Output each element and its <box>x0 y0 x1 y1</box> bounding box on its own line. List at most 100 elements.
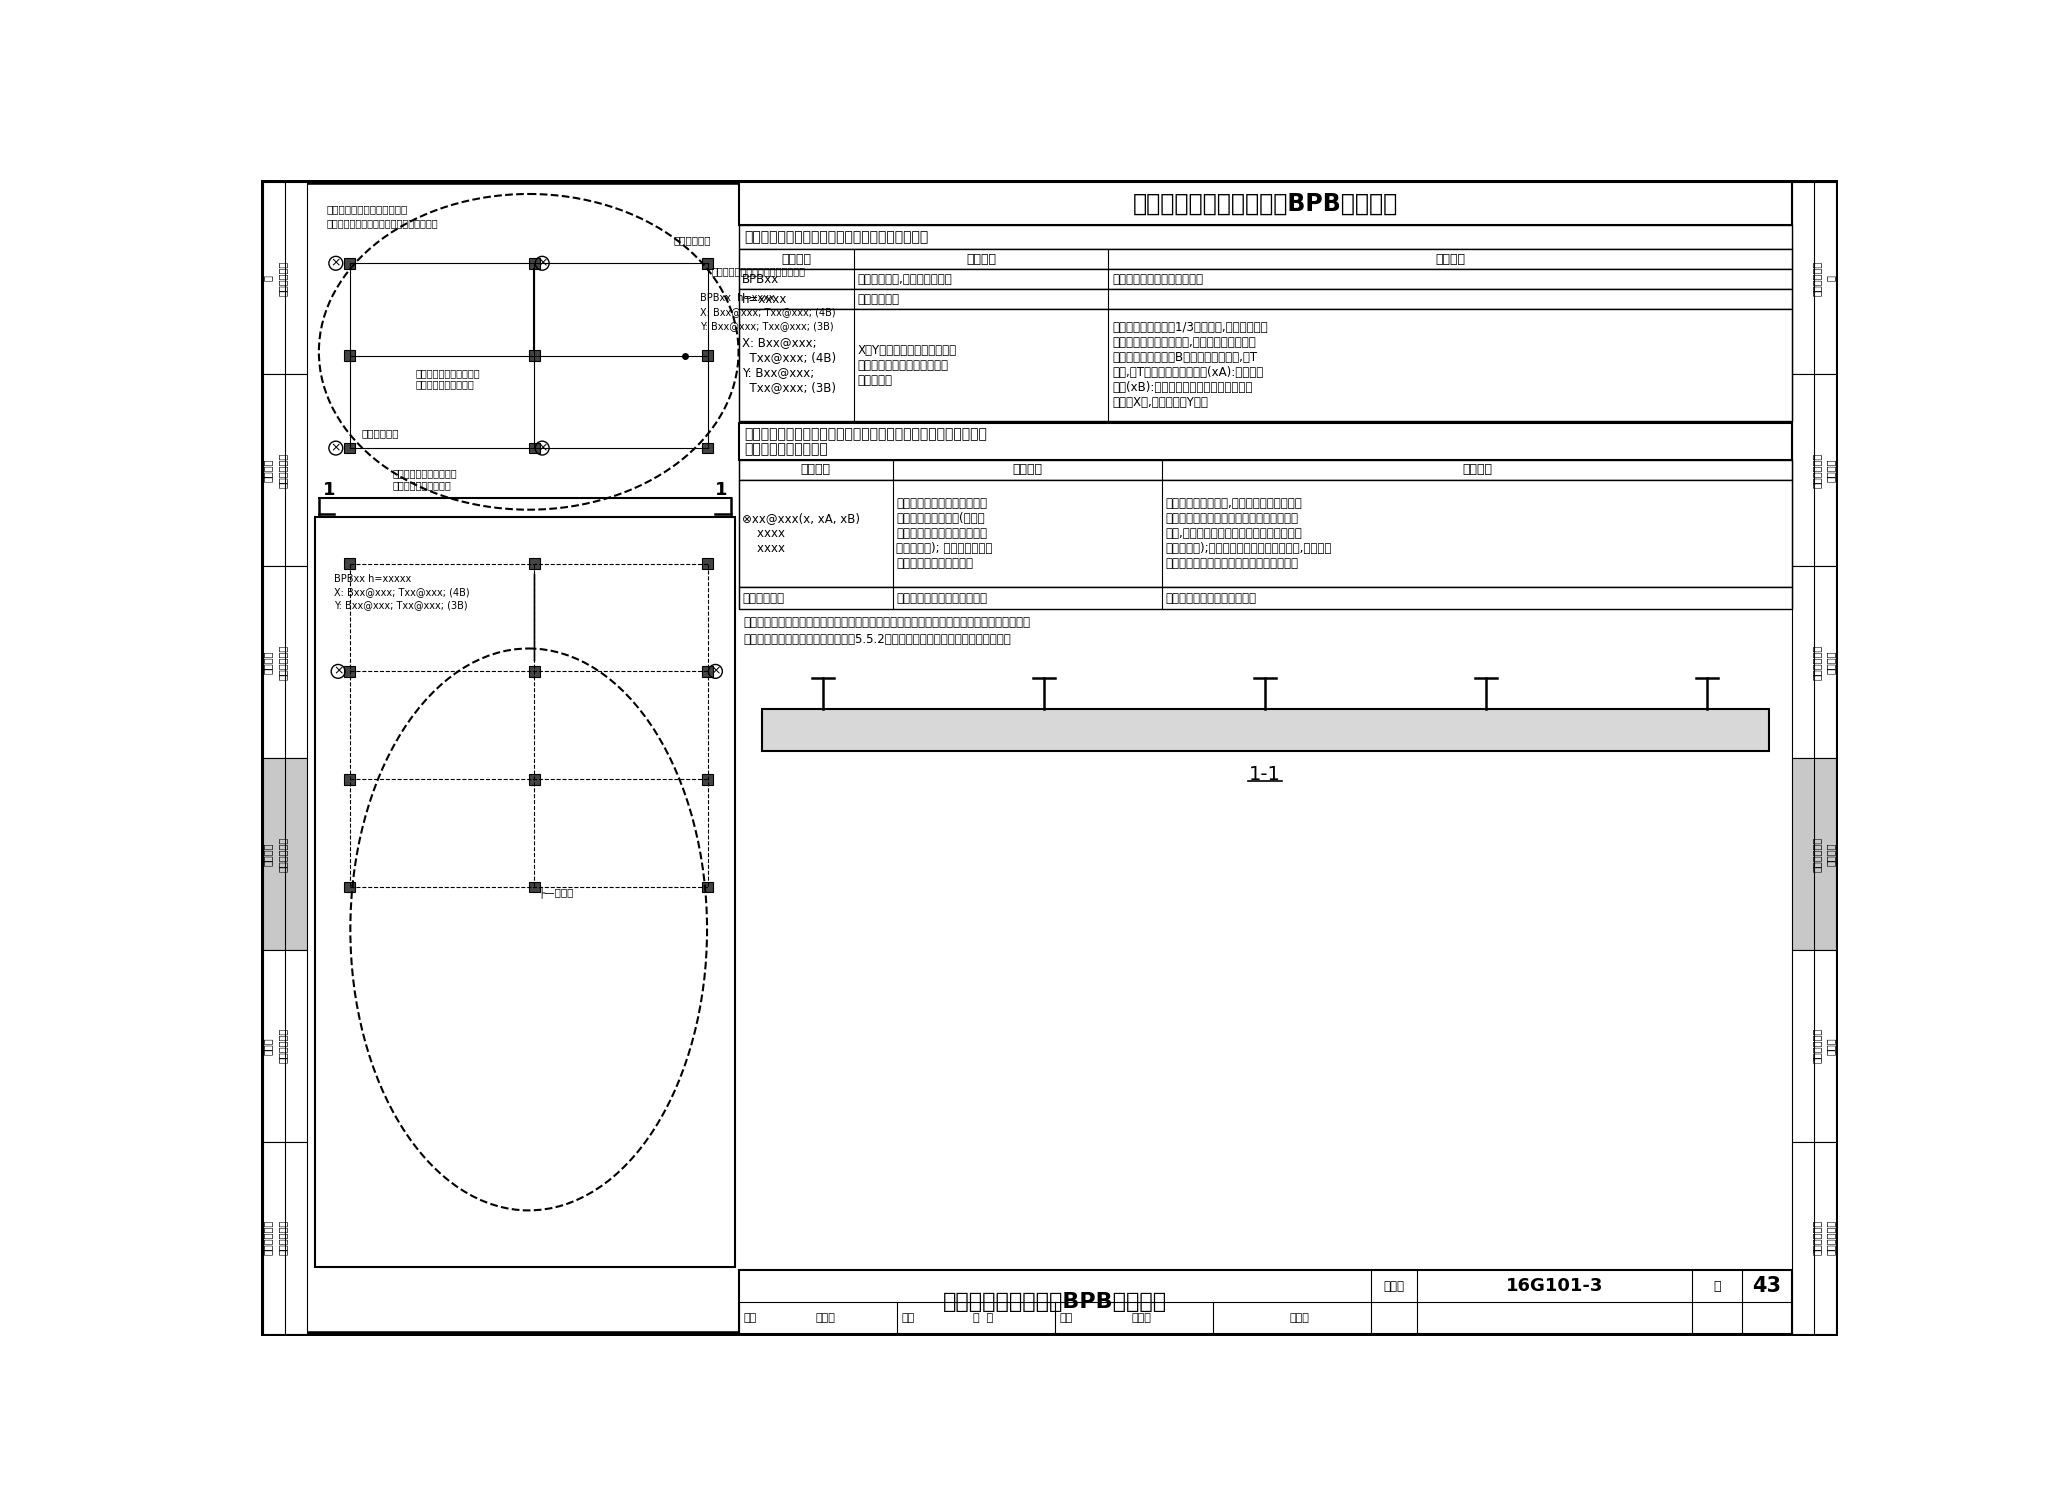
Bar <box>702 881 713 893</box>
Text: 1: 1 <box>715 482 727 500</box>
Text: 刘  敏: 刘 敏 <box>973 1313 993 1322</box>
Text: 16G101-3: 16G101-3 <box>1505 1277 1604 1295</box>
Text: 筏形基础: 筏形基础 <box>1827 842 1837 866</box>
Text: 总: 总 <box>262 275 272 281</box>
Bar <box>264 566 307 758</box>
Text: 跨内伸出长度: 跨内伸出长度 <box>360 428 399 438</box>
Bar <box>264 1142 307 1333</box>
Text: 条形基础: 条形基础 <box>1827 650 1837 674</box>
Text: 基础相关构造: 基础相关构造 <box>1827 1220 1837 1255</box>
Text: 独立基础: 独立基础 <box>262 458 272 482</box>
Text: 板底部附加非贯通筋的原位标注说明：原位标注应在基础梁下相同: 板底部附加非贯通筋的原位标注说明：原位标注应在基础梁下相同 <box>745 428 987 441</box>
Text: ×: × <box>537 441 547 455</box>
Bar <box>739 290 1792 309</box>
Bar <box>702 443 713 453</box>
Text: 页: 页 <box>1712 1280 1720 1292</box>
Text: 注写修正内容: 注写修正内容 <box>741 591 784 605</box>
Bar <box>528 558 541 569</box>
Text: h=xxxx: h=xxxx <box>741 293 788 306</box>
Bar <box>315 518 735 1267</box>
Bar <box>264 183 307 374</box>
Text: 底部附加非贯通纵筋编号、强
度级别、直径、间距(相同配
筋横向布置的跨数及有无布置
到外伸部位); 自梁中心线分别
向两边跨内的伸出长度值: 底部附加非贯通纵筋编号、强 度级别、直径、间距(相同配 筋横向布置的跨数及有无布… <box>897 497 993 570</box>
Text: ×: × <box>537 257 547 270</box>
Bar <box>702 558 713 569</box>
Text: （在支座配筋相同的若干跨的第一跨注写）: （在支座配筋相同的若干跨的第一跨注写） <box>326 218 438 228</box>
Bar <box>344 258 354 269</box>
Text: 基础平板厚度: 基础平板厚度 <box>858 293 899 306</box>
Text: X: Bxx@xxx; Txx@xxx; (4B): X: Bxx@xxx; Txx@xxx; (4B) <box>700 306 836 317</box>
Text: 配筋跨的第一跨下注写: 配筋跨的第一跨下注写 <box>745 441 829 456</box>
Text: X: Bxx@xxx;
  Txx@xxx; (4B)
Y: Bxx@xxx;
  Txx@xxx; (3B): X: Bxx@xxx; Txx@xxx; (4B) Y: Bxx@xxx; Tx… <box>741 336 836 395</box>
Bar <box>739 225 1792 249</box>
Text: 高志强: 高志强 <box>1130 1313 1151 1322</box>
Text: X: Bxx@xxx; Txx@xxx; (4B): X: Bxx@xxx; Txx@xxx; (4B) <box>334 587 469 597</box>
Bar <box>528 775 541 785</box>
Text: BPBxx h=xxxxx: BPBxx h=xxxxx <box>334 573 412 584</box>
Text: ×: × <box>330 441 342 455</box>
Text: Y: Bxx@xxx; Txx@xxx; (3B): Y: Bxx@xxx; Txx@xxx; (3B) <box>334 600 467 611</box>
Text: 注写形式: 注写形式 <box>780 254 811 266</box>
Text: 底部附加非贯通纵筋原位标注: 底部附加非贯通纵筋原位标注 <box>326 204 408 215</box>
Text: 43: 43 <box>1753 1276 1782 1297</box>
Bar <box>264 374 307 566</box>
Bar <box>739 480 1792 587</box>
Text: 独立基础: 独立基础 <box>1827 458 1837 482</box>
Text: 集中标注说明：集中标注应在双向均为第一跨引出: 集中标注说明：集中标注应在双向均为第一跨引出 <box>745 230 930 245</box>
Text: 图集号: 图集号 <box>1382 1280 1405 1292</box>
Text: 相同配筋横向布置的跨数
及有否布置到外伸部位: 相同配筋横向布置的跨数 及有否布置到外伸部位 <box>416 368 479 390</box>
Text: ├—柱中线: ├—柱中线 <box>539 886 573 898</box>
Bar <box>702 258 713 269</box>
Bar <box>702 775 713 785</box>
Text: 审核: 审核 <box>743 1313 756 1322</box>
Bar <box>528 258 541 269</box>
Text: 表达内容: 表达内容 <box>967 254 995 266</box>
Bar <box>739 309 1792 422</box>
Text: 某部位与集中标注不同的内容: 某部位与集中标注不同的内容 <box>897 591 987 605</box>
Bar <box>344 350 354 362</box>
Text: 当向两侧对称伸出时,可只在一侧注伸出长度
值。外伸部位一侧的伸出长度与方式按标准
构造,设计不注。相同非贯通纵筋可只注写一
到外伸部位);其他仅在中粗虚线上注写: 当向两侧对称伸出时,可只在一侧注伸出长度 值。外伸部位一侧的伸出长度与方式按标准… <box>1165 497 1333 570</box>
Bar <box>739 249 1792 270</box>
Bar <box>528 881 541 893</box>
Text: 相同配筋横向布置的跨数
及有无布置到外伸部位: 相同配筋横向布置的跨数 及有无布置到外伸部位 <box>391 468 457 489</box>
Text: ⊗xx@xxx(x, xA, xB)
    xxxx
    xxxx: ⊗xx@xxx(x, xA, xB) xxxx xxxx <box>741 512 860 555</box>
Bar <box>739 183 1792 225</box>
Bar <box>344 881 354 893</box>
Bar <box>702 350 713 362</box>
Text: 基础相关构造: 基础相关构造 <box>262 1220 272 1255</box>
Text: 注：板底支座处实际配筋为集中标注的板底贯通纵筋与原位标注的板底附加非贯通纵筋之和。: 注：板底支座处实际配筋为集中标注的板底贯通纵筋与原位标注的板底附加非贯通纵筋之和… <box>743 615 1030 629</box>
Text: 桩基础: 桩基础 <box>1827 1037 1837 1055</box>
Bar <box>344 666 354 677</box>
Text: 平法制图规则: 平法制图规则 <box>1812 1028 1823 1063</box>
Text: 条形基础: 条形基础 <box>262 650 272 674</box>
Bar <box>344 443 354 453</box>
Text: 集中标注（在双向均为第一跨引出）: 集中标注（在双向均为第一跨引出） <box>711 266 805 276</box>
Bar <box>264 950 307 1142</box>
Text: 底部纵筋应有不少于1/3贯通全跨,注意与非贯通
纵筋组合设置的具体要求,详见制图规则。顶部
纵筋应全部贯通。用B引导底部贯通纵筋,用T
纵筋,用T引导顶部贯通纵: 底部纵筋应有不少于1/3贯通全跨,注意与非贯通 纵筋组合设置的具体要求,详见制图… <box>1112 321 1268 410</box>
Text: 平法制图规则: 平法制图规则 <box>276 1220 287 1255</box>
Text: 1: 1 <box>324 482 336 500</box>
Bar <box>528 350 541 362</box>
Text: ×: × <box>711 665 721 678</box>
Text: 平法制图规则: 平法制图规则 <box>1812 1220 1823 1255</box>
Text: BPBxx  h=xxxx: BPBxx h=xxxx <box>700 293 774 303</box>
Text: 设计: 设计 <box>1059 1313 1073 1322</box>
Text: 郁银泉: 郁银泉 <box>815 1313 836 1322</box>
Bar <box>1792 950 1835 1142</box>
Text: 桩基础: 桩基础 <box>262 1037 272 1055</box>
Text: 平法制图规则: 平法制图规则 <box>276 836 287 872</box>
Text: 注写形式: 注写形式 <box>801 464 831 476</box>
Bar <box>739 1270 1792 1333</box>
Text: 平法制图规则: 平法制图规则 <box>276 453 287 488</box>
Text: 1-1: 1-1 <box>1249 766 1282 784</box>
Bar <box>344 775 354 785</box>
Text: 附加说明: 附加说明 <box>1436 254 1464 266</box>
Text: ×: × <box>330 257 342 270</box>
Bar <box>739 459 1792 480</box>
Bar <box>702 666 713 677</box>
Text: 平法制图规则: 平法制图规则 <box>276 644 287 680</box>
Bar <box>1792 183 1835 374</box>
Text: X或Y向底部与顶部贯通纵筋强
度级别、直径、间距（跨数及
外伸情况）: X或Y向底部与顶部贯通纵筋强 度级别、直径、间距（跨数及 外伸情况） <box>858 344 956 387</box>
Text: 总: 总 <box>1827 275 1837 281</box>
Bar <box>1792 1142 1835 1333</box>
Text: 附加说明: 附加说明 <box>1462 464 1491 476</box>
